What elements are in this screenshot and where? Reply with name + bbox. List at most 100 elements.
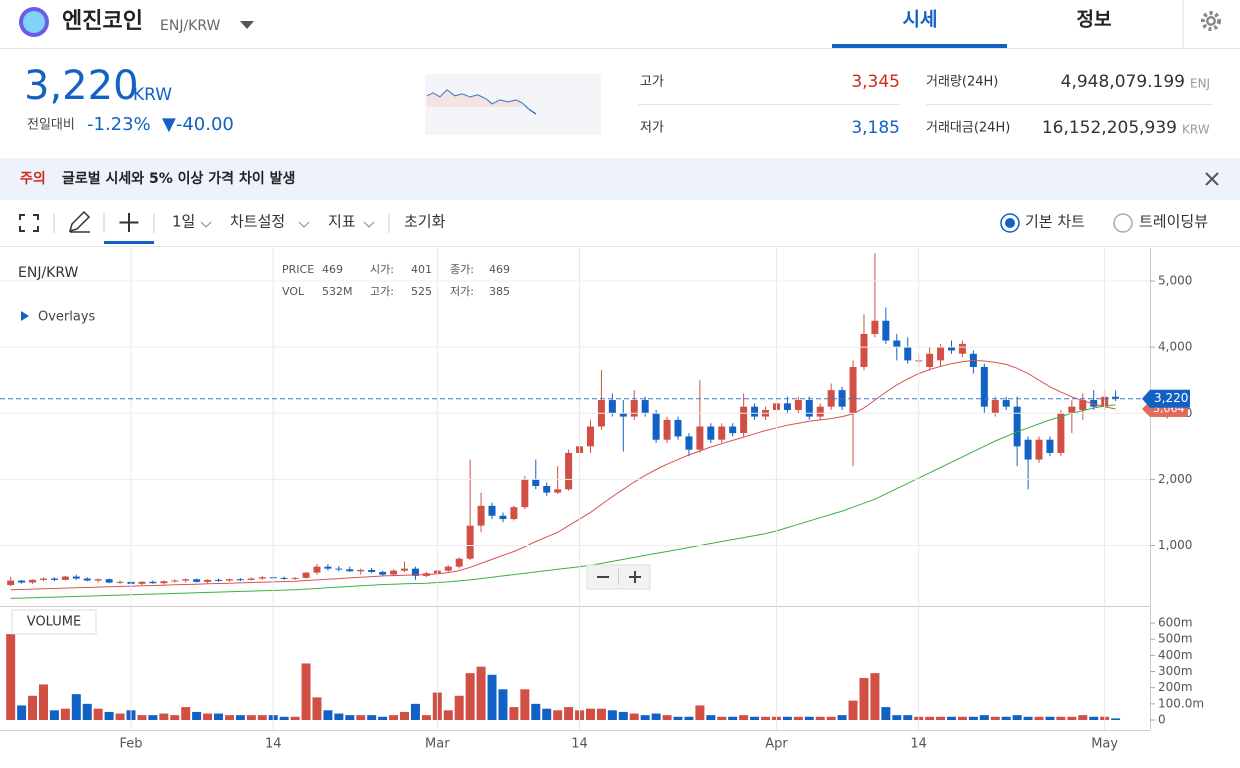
caret [298, 221, 310, 228]
candle-body [215, 579, 223, 581]
settings-icon[interactable] [1201, 11, 1221, 31]
coin-pair: ENJ/KRW [160, 18, 221, 34]
candle-body [280, 577, 288, 579]
stat-unit: ENJ [1190, 77, 1210, 91]
x-tick-label: 14 [265, 737, 282, 752]
zoom-controls[interactable] [586, 564, 651, 590]
candle-body [554, 489, 562, 493]
volume-bar [104, 711, 114, 720]
info-label: 고가: [370, 285, 394, 298]
x-tick-label: May [1091, 737, 1118, 752]
volume-bar [1012, 715, 1022, 720]
volume-bar [936, 716, 946, 720]
candle-body [707, 426, 715, 440]
candle-body [926, 353, 934, 367]
candle-body [849, 367, 857, 414]
candle-body [663, 419, 671, 440]
change: ▼-40.00 [162, 114, 234, 135]
tab[interactable]: 정보 [1077, 9, 1112, 31]
x-tick-label: 14 [571, 737, 588, 752]
stat-value: 4,948,079.199 [1061, 72, 1185, 92]
volume-bar [881, 707, 891, 720]
candle-body [225, 579, 233, 581]
candle-body [83, 578, 91, 581]
notice-close[interactable] [1205, 172, 1219, 186]
volume-bar [848, 700, 858, 720]
volume-label: VOLUME [27, 615, 81, 630]
volume-bar [990, 716, 1000, 720]
volume-label-box [11, 609, 97, 635]
tab[interactable]: 시세 [903, 9, 938, 31]
volume-bar [859, 678, 869, 720]
toolbar-item[interactable]: 1일 [172, 213, 195, 231]
candle-body [543, 486, 551, 493]
view-option[interactable]: 트레이딩뷰 [1139, 213, 1208, 231]
y-tick-label: 2,000 [1158, 472, 1192, 486]
radio-off[interactable] [1113, 213, 1133, 233]
dropdown[interactable] [240, 21, 254, 29]
info-value: 525 [411, 285, 432, 298]
candle-body [871, 320, 879, 334]
candle-body [138, 581, 146, 584]
price-tag-label: 3,220 [1154, 391, 1188, 405]
volume-bar [684, 716, 694, 720]
volume-bar [520, 689, 530, 720]
draw-icon[interactable] [68, 210, 91, 233]
volume-bar [498, 689, 508, 720]
candle-body [696, 426, 704, 450]
volume-bar [356, 715, 366, 720]
volume-bar [706, 715, 716, 720]
volume-bar [257, 715, 267, 720]
candle-body [477, 505, 485, 526]
notice-bar [0, 158, 1240, 200]
volume-bar [1078, 715, 1088, 720]
volume-bar [378, 716, 388, 720]
volume-bar [6, 634, 16, 720]
toolbar-item[interactable]: 지표 [328, 213, 356, 231]
y2-tick-label: 300m [1158, 664, 1193, 678]
overlays-arrow[interactable] [21, 311, 29, 321]
volume-bar [782, 716, 792, 720]
candle-body [18, 580, 26, 583]
candle-body [291, 577, 299, 579]
fullscreen-icon[interactable] [19, 214, 39, 232]
candle-body [904, 347, 912, 361]
volume-bar [487, 674, 497, 720]
candle-body [313, 566, 321, 573]
volume-bar [389, 715, 399, 720]
volume-bar [1034, 716, 1044, 720]
volume-bar [203, 713, 213, 720]
candle-body [674, 419, 682, 437]
toolbar-item[interactable]: 초기화 [404, 213, 446, 231]
candle-body [860, 333, 868, 367]
candle-body [50, 578, 58, 580]
candle-body [1090, 400, 1098, 407]
candle-body [488, 505, 496, 516]
volume-bar [640, 715, 650, 720]
candle-body [816, 406, 824, 417]
candle-body [882, 320, 890, 341]
tab-underline [832, 44, 1007, 48]
candle-body [182, 579, 190, 581]
candle-body [94, 579, 102, 581]
volume-bar [137, 715, 147, 720]
volume-bar [1067, 716, 1077, 720]
volume-bar [465, 673, 475, 720]
candle-body [379, 571, 387, 575]
view-option[interactable]: 기본 차트 [1025, 213, 1085, 231]
candle-body [499, 515, 507, 520]
volume-bar [290, 716, 300, 720]
candle-body [346, 569, 354, 572]
notice-tag: 주의 [20, 170, 46, 187]
volume-bar [410, 703, 420, 720]
volume-bar [93, 708, 103, 720]
volume-bar [82, 703, 92, 720]
y2-tick-label: 600m [1158, 616, 1193, 630]
volume-bar [214, 713, 224, 720]
radio-on[interactable] [1000, 213, 1020, 233]
toolbar-item[interactable]: 차트설정 [230, 213, 285, 231]
candle-body [827, 390, 835, 407]
overlays[interactable]: Overlays [38, 310, 96, 325]
crosshair-icon[interactable] [119, 213, 139, 232]
radio-dot [1005, 218, 1015, 228]
